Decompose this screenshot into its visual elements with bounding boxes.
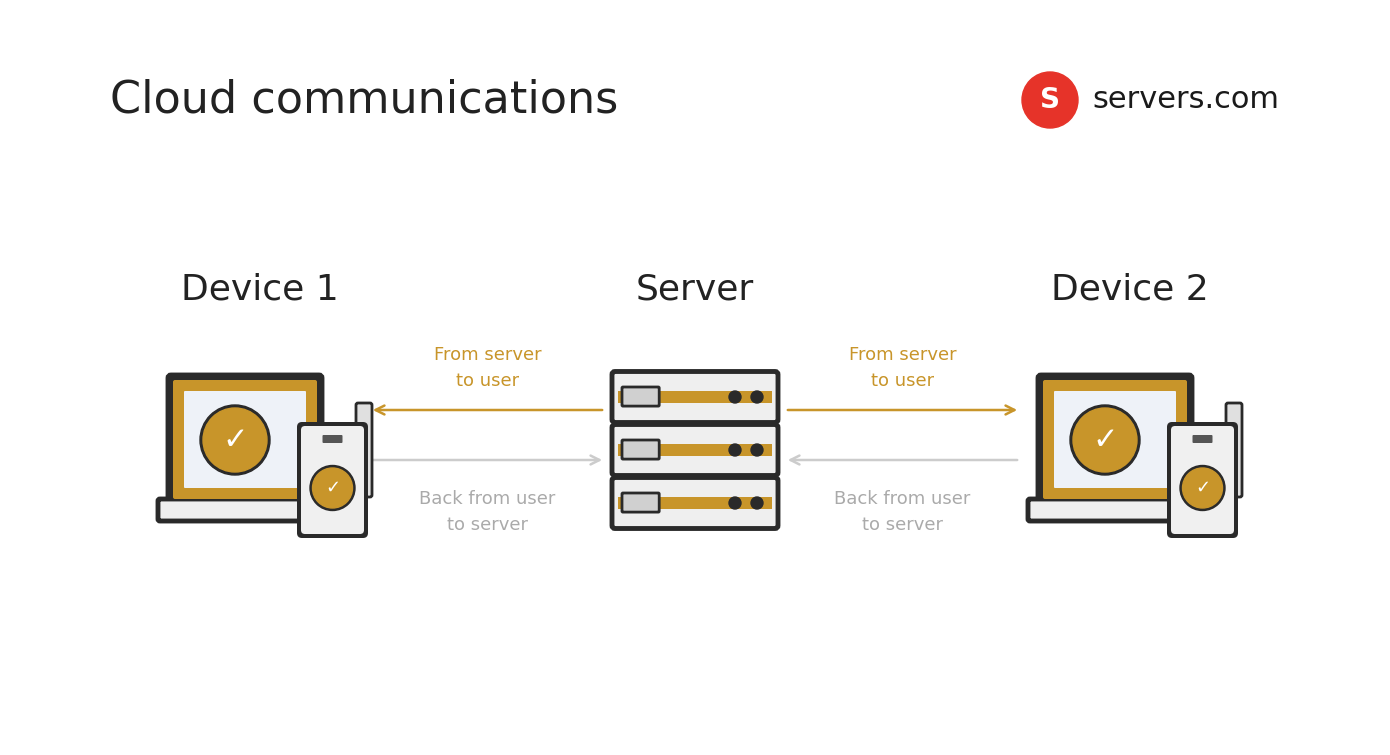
- FancyBboxPatch shape: [612, 371, 778, 423]
- Circle shape: [1183, 468, 1222, 508]
- Circle shape: [728, 391, 741, 403]
- FancyBboxPatch shape: [621, 387, 659, 406]
- FancyBboxPatch shape: [1170, 426, 1234, 534]
- Circle shape: [310, 466, 354, 510]
- FancyBboxPatch shape: [183, 391, 306, 488]
- FancyBboxPatch shape: [1226, 403, 1243, 497]
- Circle shape: [1073, 408, 1137, 472]
- Circle shape: [203, 408, 267, 472]
- FancyBboxPatch shape: [1168, 422, 1238, 538]
- FancyBboxPatch shape: [297, 422, 368, 538]
- FancyBboxPatch shape: [1042, 380, 1187, 499]
- FancyBboxPatch shape: [621, 493, 659, 512]
- Text: ✓: ✓: [222, 426, 247, 455]
- FancyBboxPatch shape: [1029, 499, 1202, 521]
- Text: servers.com: servers.com: [1093, 85, 1279, 115]
- Text: From server
to user: From server to user: [434, 347, 541, 390]
- FancyBboxPatch shape: [322, 435, 342, 443]
- Text: S: S: [1040, 86, 1061, 114]
- FancyBboxPatch shape: [356, 403, 373, 497]
- Text: Cloud communications: Cloud communications: [110, 79, 619, 122]
- Bar: [619, 443, 771, 455]
- Text: ✓: ✓: [1093, 426, 1118, 455]
- FancyBboxPatch shape: [612, 477, 778, 528]
- FancyBboxPatch shape: [621, 440, 659, 459]
- FancyBboxPatch shape: [172, 380, 317, 499]
- FancyBboxPatch shape: [1038, 375, 1193, 504]
- FancyBboxPatch shape: [158, 499, 332, 521]
- Text: ✓: ✓: [325, 479, 341, 497]
- FancyBboxPatch shape: [302, 426, 364, 534]
- Circle shape: [728, 497, 741, 509]
- Text: Device 2: Device 2: [1051, 273, 1209, 307]
- Circle shape: [1022, 72, 1079, 128]
- Text: Server: Server: [635, 273, 755, 307]
- Text: Device 1: Device 1: [181, 273, 339, 307]
- Circle shape: [751, 497, 763, 509]
- Circle shape: [728, 444, 741, 456]
- Bar: [619, 390, 771, 402]
- FancyBboxPatch shape: [1193, 435, 1212, 443]
- Circle shape: [313, 468, 353, 508]
- FancyBboxPatch shape: [1054, 391, 1176, 488]
- Bar: [619, 497, 771, 509]
- Text: Back from user
to server: Back from user to server: [420, 491, 556, 534]
- Circle shape: [1070, 405, 1140, 475]
- Text: ✓: ✓: [1195, 479, 1211, 497]
- Text: From server
to user: From server to user: [849, 347, 956, 390]
- Circle shape: [1180, 466, 1225, 510]
- FancyBboxPatch shape: [168, 375, 322, 504]
- Circle shape: [751, 444, 763, 456]
- FancyBboxPatch shape: [612, 424, 778, 476]
- Circle shape: [200, 405, 270, 475]
- Text: Back from user
to server: Back from user to server: [834, 491, 970, 534]
- Circle shape: [751, 391, 763, 403]
